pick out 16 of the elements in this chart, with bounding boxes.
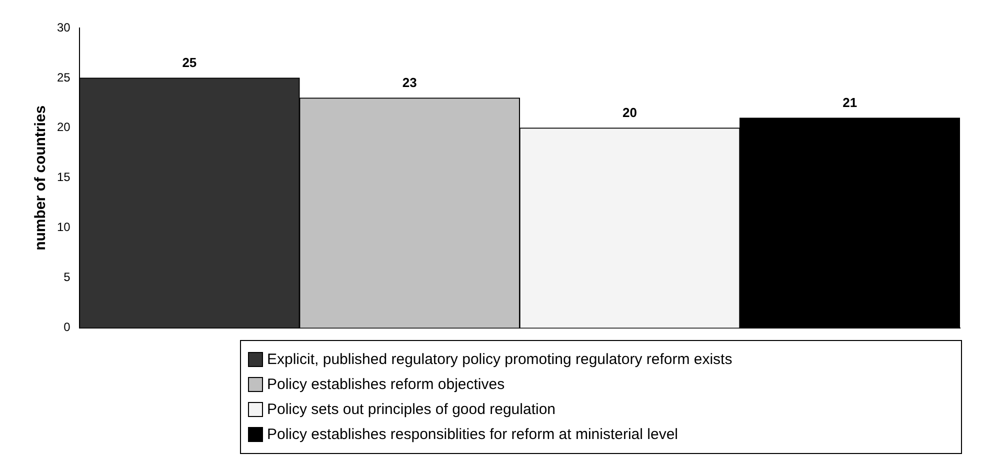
y-tick-label: 15 [56, 170, 71, 184]
legend-label: Policy sets out principles of good regulation [267, 400, 556, 420]
y-axis-title: number of countries [32, 105, 50, 250]
data-label: 20 [622, 105, 637, 120]
y-tick-label: 25 [56, 70, 71, 84]
legend-label: Policy establishes responsiblities for reform at ministerial level [267, 425, 678, 445]
y-tick-label: 5 [64, 270, 71, 284]
y-tick-label: 0 [64, 320, 71, 334]
data-label: 23 [402, 75, 417, 90]
legend-label: Explicit, published regulatory policy promoting regulatory reform exists [267, 350, 732, 370]
y-tick-label: 10 [56, 220, 71, 234]
legend-label: Policy establishes reform objectives [267, 375, 505, 395]
data-label: 25 [182, 55, 197, 70]
data-label: 21 [842, 95, 858, 110]
y-tick-label: 30 [56, 20, 71, 34]
y-tick-label: 20 [56, 120, 71, 134]
